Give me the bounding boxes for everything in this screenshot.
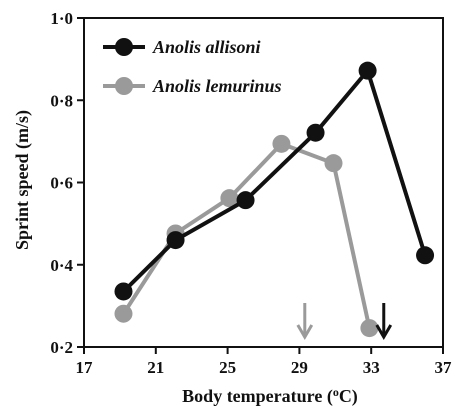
data-point — [220, 189, 239, 208]
y-tick-label: 0·4 — [50, 256, 73, 275]
series-layer — [114, 61, 435, 338]
arrows — [296, 303, 393, 340]
y-tick-label: 0·6 — [50, 174, 73, 193]
arrow-marker — [296, 303, 314, 340]
y-axis-title: Sprint speed (m/s) — [12, 110, 33, 250]
legend: Anolis allisoni Anolis lemurinus — [103, 37, 282, 96]
arrow-head — [375, 324, 393, 340]
x-tick-label: 17 — [76, 358, 94, 377]
data-point — [114, 282, 133, 301]
y-tick-label: 0·8 — [50, 91, 73, 110]
series-anolis-lemurinus — [114, 134, 379, 338]
data-point — [358, 61, 377, 80]
x-tick-label: 37 — [435, 358, 453, 377]
legend-entry: Anolis lemurinus — [103, 76, 282, 96]
data-point — [360, 319, 379, 338]
legend-label: Anolis lemurinus — [152, 76, 282, 96]
legend-marker — [115, 38, 133, 56]
x-tick-label: 29 — [291, 358, 308, 377]
y-tick-label: 0·2 — [50, 338, 73, 357]
x-tick-label: 33 — [363, 358, 380, 377]
data-point — [416, 246, 435, 265]
x-axis-title: Body temperature (oC) — [182, 385, 358, 407]
arrow-head — [296, 324, 314, 340]
series-line — [122, 68, 428, 293]
data-point — [166, 231, 185, 250]
data-point — [236, 191, 255, 210]
legend-entry: Anolis allisoni — [103, 37, 261, 57]
x-tick-label: 21 — [147, 358, 164, 377]
y-tick-label: 1·0 — [50, 9, 73, 28]
legend-marker — [115, 77, 133, 95]
data-point — [114, 304, 133, 323]
data-point — [306, 123, 325, 142]
ticks: 17 21 25 29 33 37 0·2 0·4 0·6 0·8 1·0 — [50, 9, 452, 377]
arrow-marker — [375, 303, 393, 340]
legend-label: Anolis allisoni — [152, 37, 261, 57]
data-point — [272, 134, 291, 153]
data-point — [324, 154, 343, 173]
series-anolis-allisoni — [114, 61, 435, 301]
x-tick-label: 25 — [219, 358, 236, 377]
